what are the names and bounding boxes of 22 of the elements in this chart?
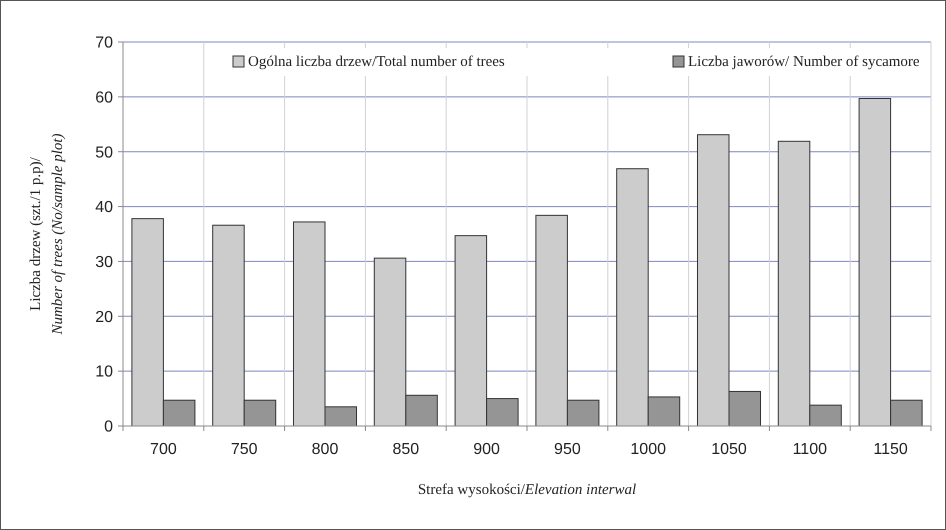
x-tick-label: 1150 — [873, 441, 908, 458]
y-tick-label: 40 — [95, 199, 114, 216]
x-tick-label: 1000 — [630, 441, 666, 458]
x-tick-label: 750 — [230, 441, 258, 458]
x-tick-label: 850 — [392, 441, 420, 458]
x-tick-label: 900 — [473, 441, 500, 458]
y-tick-label: 30 — [95, 254, 114, 272]
y-tick-label: 70 — [95, 34, 114, 52]
x-tick-label: 700 — [150, 441, 177, 458]
x-tick-label: 950 — [554, 441, 581, 458]
y-tick-label: 10 — [95, 364, 114, 381]
y-axis-title: Liczba drzew (szt./1 p.p)/ Number of trees (No/sample plot) — [28, 133, 66, 336]
y-tick-label: 50 — [95, 144, 114, 162]
x-axis-title: Strefa wysokości/Elevation interwal — [418, 482, 636, 498]
x-tick-label: 1100 — [792, 441, 828, 458]
y-tick-label: 0 — [104, 418, 114, 436]
x-tick-label: 800 — [312, 441, 338, 458]
legend-label: Ogólna liczba drzew/Total number of trees — [248, 54, 505, 70]
y-tick-label: 60 — [95, 89, 114, 106]
y-tick-label: 20 — [95, 308, 114, 326]
legend-label: Liczba jaworów/ Number of sycamore — [688, 54, 920, 70]
x-tick-label: 1050 — [711, 441, 747, 458]
